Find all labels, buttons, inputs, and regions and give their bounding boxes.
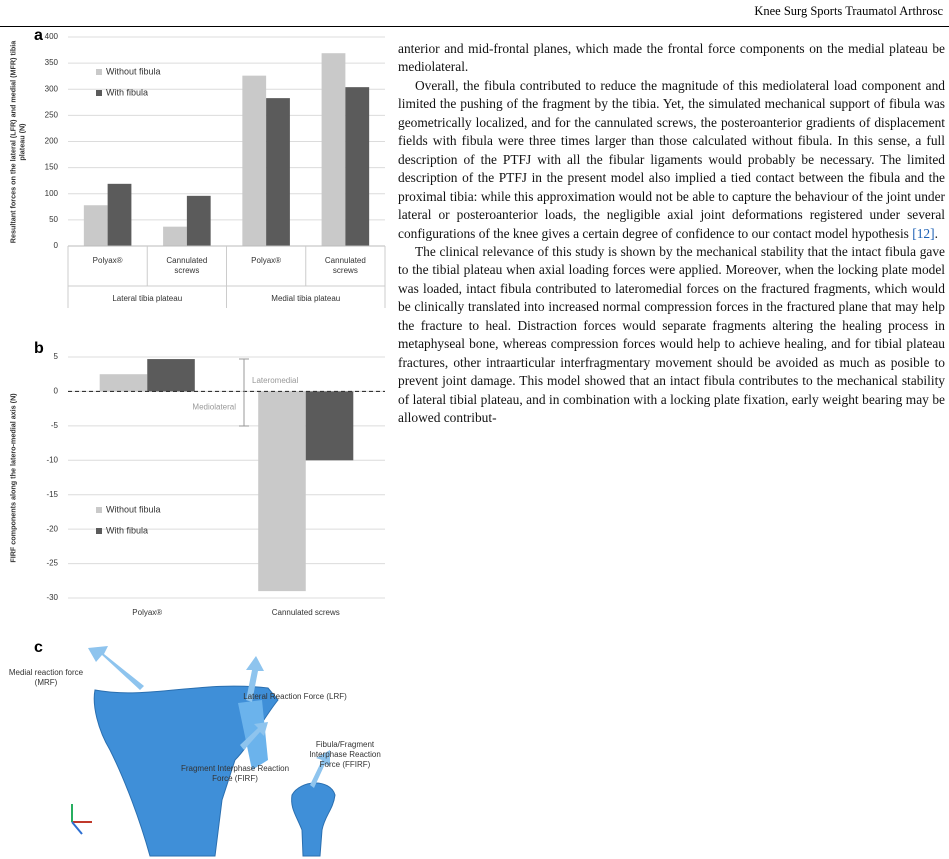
annotation: Mediolateral xyxy=(192,403,236,412)
axis-z xyxy=(71,821,83,835)
legend-swatch xyxy=(96,528,102,534)
group-label: Lateral tibia plateau xyxy=(112,294,183,303)
legend-label: With fibula xyxy=(106,87,148,97)
bar xyxy=(147,359,195,392)
y-tick-label: -15 xyxy=(46,490,58,499)
y-tick-label: -20 xyxy=(46,524,58,533)
ffirf-arrow xyxy=(310,750,330,788)
panel-label: b xyxy=(34,340,44,357)
bar xyxy=(258,391,306,592)
model-label: Lateral Reaction Force (LRF) xyxy=(243,692,347,701)
y-tick-label: 250 xyxy=(45,110,59,119)
legend-swatch xyxy=(96,90,102,96)
y-tick-label: -10 xyxy=(46,455,58,464)
model-label: Medial reaction force (MRF) xyxy=(8,668,84,687)
y-axis-label: FIRF components along the latero-medial … xyxy=(8,392,17,563)
figure: a 0 50 100 150 200 250 300 350 400 Without fibula W… xyxy=(0,0,392,859)
y-tick-label: 350 xyxy=(45,58,59,67)
paragraph: Overall, the fibula contributed to reduc… xyxy=(398,77,945,243)
panel-label: c xyxy=(34,639,43,656)
body-text: anterior and mid-frontal planes, which m… xyxy=(398,40,945,858)
y-tick-label: 5 xyxy=(54,352,59,361)
running-header: Knee Surg Sports Traumatol Arthrosc xyxy=(754,4,943,18)
x-tick-label: Polyax® xyxy=(132,608,163,617)
x-tick-label: Cannulated screws xyxy=(271,608,340,617)
y-tick-label: 0 xyxy=(54,387,59,396)
x-tick-label: Cannulated screws xyxy=(324,256,366,275)
paragraph: The clinical relevance of this study is … xyxy=(398,243,945,426)
y-tick-label: 200 xyxy=(45,137,59,146)
x-tick-label: Polyax® xyxy=(92,256,123,265)
model-label: Fibula/Fragment Interphase Reaction Forc… xyxy=(309,740,381,769)
y-tick-label: -5 xyxy=(51,421,59,430)
group-label: Medial tibia plateau xyxy=(271,294,341,303)
bar xyxy=(266,98,290,246)
bar xyxy=(163,226,187,246)
legend-label: With fibula xyxy=(106,525,148,535)
header-rule xyxy=(0,26,949,27)
fibula xyxy=(291,782,336,857)
model-label: Fragment Interphase Reaction Force (FIRF… xyxy=(180,764,290,783)
bar xyxy=(83,205,108,246)
bar xyxy=(99,374,148,392)
bar xyxy=(242,75,267,246)
y-tick-label: 150 xyxy=(45,163,59,172)
y-tick-label: -25 xyxy=(46,559,58,568)
lrf-arrow xyxy=(246,656,264,702)
firf-arrow xyxy=(240,722,268,750)
legend-swatch xyxy=(96,69,102,75)
text: . xyxy=(934,225,938,241)
bar xyxy=(305,391,354,461)
y-tick-label: -30 xyxy=(46,593,58,602)
text: Overall, the fibula contributed to reduc… xyxy=(398,77,945,241)
citation[interactable]: [12] xyxy=(912,225,935,241)
mrf-arrow xyxy=(88,646,144,690)
x-tick-label: Cannulated screws xyxy=(166,256,208,275)
bar xyxy=(107,183,132,246)
y-tick-label: 50 xyxy=(49,215,58,224)
y-tick-label: 0 xyxy=(54,241,59,250)
y-tick-label: 400 xyxy=(45,32,59,41)
y-tick-label: 100 xyxy=(45,189,59,198)
legend-swatch xyxy=(96,507,102,513)
medial-fragment xyxy=(93,685,279,857)
bar xyxy=(345,87,370,246)
paragraph: anterior and mid-frontal planes, which m… xyxy=(398,41,945,75)
legend-label: Without fibula xyxy=(106,66,161,76)
y-axis-label: Resultant forces on the lateral (LFR) an… xyxy=(8,40,26,243)
x-tick-label: Polyax® xyxy=(251,256,282,265)
bar xyxy=(186,195,211,246)
y-tick-label: 300 xyxy=(45,84,59,93)
annotation: Lateromedial xyxy=(252,376,298,385)
legend-label: Without fibula xyxy=(106,504,161,514)
panel-label: a xyxy=(34,27,43,44)
bar xyxy=(321,53,346,247)
panel-c-model xyxy=(71,646,336,857)
